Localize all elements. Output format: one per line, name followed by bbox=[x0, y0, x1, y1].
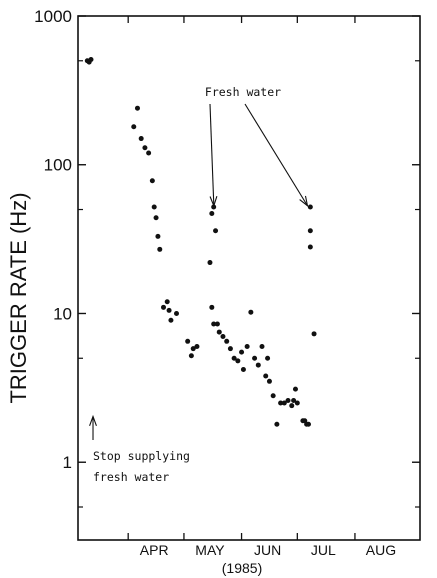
annotation-stop-supplying-line: Stop supplying bbox=[93, 449, 190, 463]
data-point bbox=[185, 338, 191, 344]
data-point bbox=[305, 421, 311, 427]
data-point bbox=[190, 346, 196, 352]
data-point bbox=[151, 204, 157, 210]
data-point bbox=[274, 421, 280, 427]
data-point bbox=[194, 343, 200, 349]
data-point bbox=[131, 124, 137, 130]
data-point bbox=[146, 150, 152, 156]
data-point bbox=[259, 343, 265, 349]
data-point bbox=[278, 400, 284, 406]
data-point bbox=[166, 307, 172, 313]
y-axis-label: TRIGGER RATE (Hz) bbox=[6, 192, 31, 403]
data-point bbox=[307, 244, 313, 250]
data-point bbox=[266, 378, 272, 384]
data-point bbox=[209, 304, 215, 310]
annotations: Fresh water Stop supplying fresh water bbox=[89, 85, 309, 484]
data-point bbox=[289, 403, 295, 409]
y-tick-label: 10 bbox=[53, 304, 72, 323]
data-point bbox=[211, 204, 217, 210]
data-point bbox=[235, 358, 241, 364]
arrow-fresh-water-may bbox=[209, 103, 215, 206]
data-point bbox=[248, 309, 254, 315]
plot-axes bbox=[77, 15, 421, 541]
axis-labels: APR MAY JUN JUL AUG (1985) TRIGGER RATE (Hz) bbox=[6, 192, 396, 576]
data-point bbox=[168, 317, 174, 323]
x-month-label: AUG bbox=[366, 542, 396, 558]
data-point bbox=[164, 299, 170, 305]
arrow-stop-supplying-head bbox=[89, 414, 97, 427]
data-point bbox=[227, 346, 233, 352]
data-point bbox=[307, 204, 313, 210]
data-points bbox=[84, 56, 317, 427]
data-point bbox=[311, 331, 317, 337]
data-point bbox=[239, 349, 245, 355]
data-point bbox=[291, 398, 297, 404]
x-month-label: APR bbox=[140, 542, 169, 558]
x-month-label: JUN bbox=[254, 542, 281, 558]
data-point bbox=[294, 400, 300, 406]
data-point bbox=[138, 136, 144, 142]
plot-frame bbox=[77, 15, 421, 541]
data-point bbox=[307, 228, 313, 234]
data-point bbox=[214, 321, 220, 327]
data-point bbox=[155, 233, 161, 239]
data-point bbox=[134, 105, 140, 111]
data-point bbox=[231, 355, 237, 361]
axis-ticks: 1 10 100 1000 bbox=[34, 7, 420, 540]
data-point bbox=[265, 355, 271, 361]
data-point bbox=[244, 343, 250, 349]
data-point bbox=[240, 367, 246, 373]
data-point bbox=[88, 56, 94, 62]
arrow-fresh-water-jul bbox=[244, 103, 308, 207]
data-point bbox=[263, 373, 269, 379]
data-point bbox=[224, 338, 230, 344]
x-month-label: MAY bbox=[195, 542, 225, 558]
arrow-fresh-water-may-head bbox=[209, 196, 218, 208]
x-month-label: JUL bbox=[311, 542, 336, 558]
data-point bbox=[213, 228, 219, 234]
data-point bbox=[161, 304, 166, 310]
annotation-stop-supplying-line: fresh water bbox=[93, 470, 169, 484]
arrow-fresh-water-jul-head bbox=[299, 195, 309, 208]
data-point bbox=[157, 246, 163, 252]
y-tick-label: 1 bbox=[63, 453, 72, 472]
y-tick-label: 100 bbox=[44, 156, 72, 175]
data-point bbox=[220, 334, 226, 340]
data-point bbox=[142, 145, 148, 151]
data-point bbox=[209, 211, 215, 217]
data-point bbox=[153, 215, 159, 221]
data-point bbox=[281, 400, 287, 406]
data-point bbox=[216, 329, 222, 335]
data-point bbox=[292, 386, 298, 392]
data-point bbox=[270, 393, 276, 399]
data-point bbox=[149, 178, 155, 184]
annotation-fresh-water: Fresh water bbox=[205, 85, 281, 99]
x-year-label: (1985) bbox=[222, 560, 262, 576]
data-point bbox=[207, 260, 213, 266]
data-point bbox=[255, 362, 261, 368]
y-tick-label: 1000 bbox=[34, 7, 72, 26]
data-point bbox=[285, 398, 291, 404]
data-point bbox=[174, 310, 180, 316]
data-point bbox=[252, 355, 258, 361]
data-point bbox=[188, 353, 194, 359]
data-point bbox=[211, 321, 217, 327]
